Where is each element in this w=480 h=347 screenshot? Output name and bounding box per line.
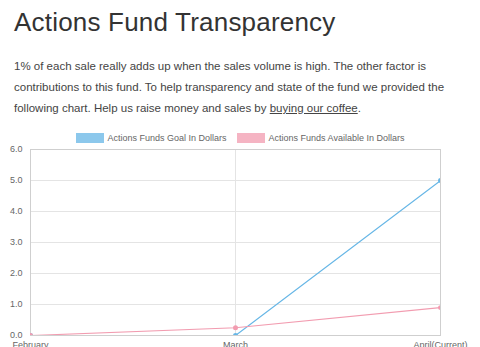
svg-text:April(Current): April(Current) xyxy=(413,340,467,347)
html-text:Actions Funds Available In Dol: Actions Funds Available In Dollars xyxy=(268,133,405,143)
svg-text:1.0: 1.0 xyxy=(10,299,23,309)
html-text:Actions Funds Goal In Dollars: Actions Funds Goal In Dollars xyxy=(107,133,227,143)
svg-text:6.0: 6.0 xyxy=(10,145,23,154)
svg-text:2.0: 2.0 xyxy=(10,268,23,278)
html-text:1% of each sale really adds up: 1% of each sale really adds up when the … xyxy=(14,60,444,114)
html-text:Actions Fund Transparency: Actions Fund Transparency xyxy=(14,7,336,37)
svg-text:February: February xyxy=(12,340,49,347)
svg-text:3.0: 3.0 xyxy=(10,237,23,247)
svg-text:0.0: 0.0 xyxy=(10,330,23,340)
svg-text:5.0: 5.0 xyxy=(10,175,23,185)
svg-text:4.0: 4.0 xyxy=(10,206,23,216)
svg-text:March: March xyxy=(223,340,248,347)
